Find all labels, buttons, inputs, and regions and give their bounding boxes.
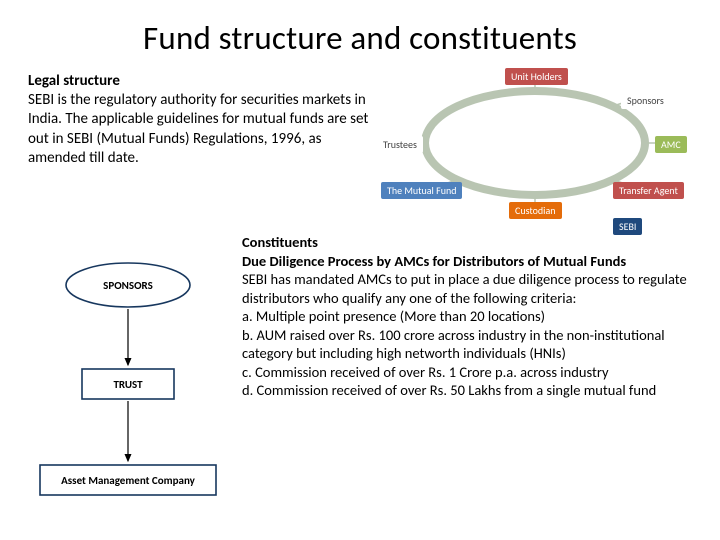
constituents-subhead: Due Diligence Process by AMCs for Distri…	[242, 252, 692, 271]
radial-sponsors: Sponsors	[621, 92, 670, 109]
bottom-row: SPONSORS TRUST Asset Management Company …	[28, 233, 692, 517]
constituents-heading: Constituents	[242, 233, 692, 252]
constituents-intro: SEBI has mandated AMCs to put in place a…	[242, 270, 692, 307]
radial-mutual-fund: The Mutual Fund	[381, 182, 462, 199]
constituents-item-c: c. Commission received of over Rs. 1 Cro…	[242, 363, 692, 382]
radial-diagram: Unit Holders Sponsors AMC Transfer Agent…	[385, 72, 692, 217]
constituents-item-d: d. Commission received of over Rs. 50 La…	[242, 381, 692, 400]
radial-sebi: SEBI	[613, 218, 642, 235]
flow-svg: SPONSORS TRUST Asset Management Company	[28, 257, 228, 517]
legal-structure-block: Legal structure SEBI is the regulatory a…	[28, 72, 373, 217]
constituents-block: Constituents Due Diligence Process by AM…	[242, 233, 692, 517]
constituents-item-a: a. Multiple point presence (More than 20…	[242, 307, 692, 326]
constituents-item-b: b. AUM raised over Rs. 100 crore across …	[242, 326, 692, 363]
flow-trust-label: TRUST	[113, 378, 143, 391]
flow-sponsors-label: SPONSORS	[103, 279, 153, 292]
radial-unit-holders: Unit Holders	[505, 68, 568, 85]
page-title: Fund structure and constituents	[28, 18, 692, 58]
radial-amc: AMC	[655, 136, 687, 153]
flow-amc-label: Asset Management Company	[61, 474, 196, 487]
legal-heading: Legal structure	[28, 72, 373, 91]
radial-transfer-agent: Transfer Agent	[613, 182, 684, 199]
legal-body: SEBI is the regulatory authority for sec…	[28, 91, 373, 168]
top-row: Legal structure SEBI is the regulatory a…	[28, 72, 692, 217]
radial-custodian: Custodian	[509, 202, 562, 219]
flow-diagram: SPONSORS TRUST Asset Management Company	[28, 233, 228, 517]
radial-trustees: Trustees	[377, 136, 423, 153]
